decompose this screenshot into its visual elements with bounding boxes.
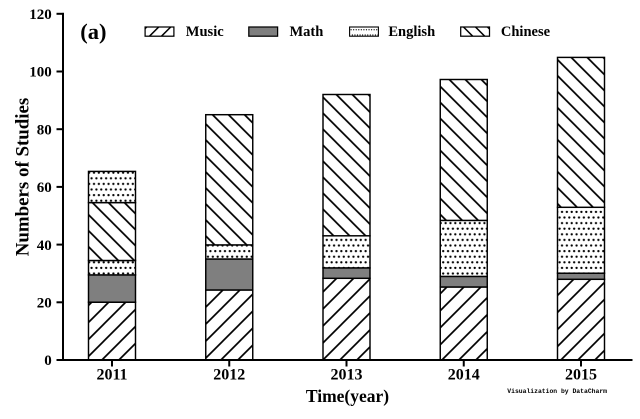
svg-text:120: 120 — [29, 7, 52, 23]
svg-text:Chinese: Chinese — [501, 24, 551, 40]
svg-text:Time(year): Time(year) — [306, 386, 389, 406]
svg-text:80: 80 — [37, 122, 52, 138]
svg-text:2014: 2014 — [448, 367, 480, 384]
svg-text:2015: 2015 — [565, 367, 597, 384]
svg-text:0: 0 — [44, 353, 52, 369]
svg-text:Visualization by DataCharm: Visualization by DataCharm — [507, 388, 607, 395]
svg-text:20: 20 — [37, 296, 52, 312]
svg-text:(a): (a) — [80, 19, 106, 44]
svg-text:100: 100 — [29, 65, 52, 81]
svg-text:40: 40 — [37, 238, 52, 254]
svg-text:Music: Music — [186, 24, 224, 40]
svg-text:2013: 2013 — [331, 367, 363, 384]
svg-text:English: English — [388, 24, 435, 40]
svg-text:60: 60 — [37, 180, 52, 196]
svg-text:2011: 2011 — [96, 367, 127, 384]
svg-text:Numbers of Studies: Numbers of Studies — [13, 98, 34, 257]
svg-text:Math: Math — [290, 24, 324, 40]
svg-text:2012: 2012 — [213, 367, 245, 384]
